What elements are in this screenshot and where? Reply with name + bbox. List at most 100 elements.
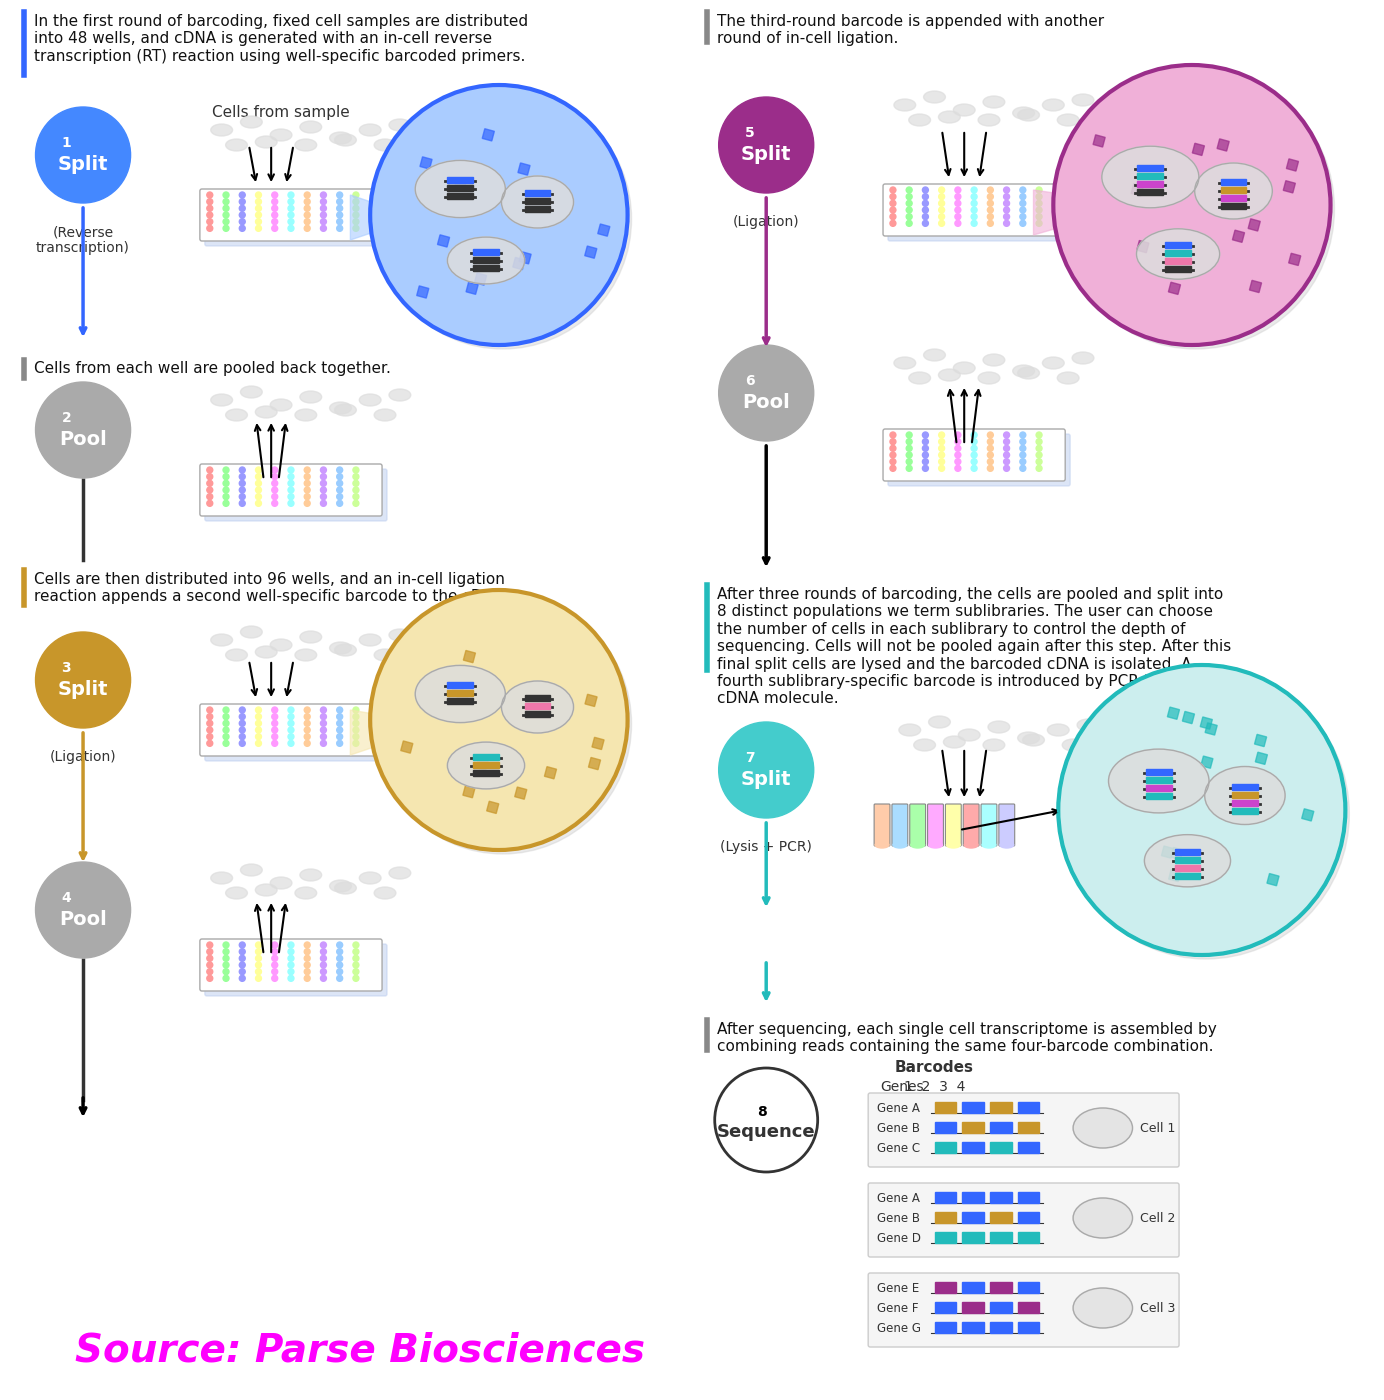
Circle shape [239,494,245,500]
Ellipse shape [226,409,248,421]
Ellipse shape [389,119,411,132]
Circle shape [336,721,343,727]
Circle shape [938,459,945,465]
Bar [1283,181,1295,193]
Bar [1248,218,1261,231]
Ellipse shape [270,876,292,889]
Circle shape [239,218,245,224]
Ellipse shape [226,650,248,661]
Bar [525,197,551,204]
Circle shape [1020,459,1026,465]
Circle shape [304,487,310,493]
Circle shape [336,962,343,967]
Ellipse shape [1013,365,1034,377]
Bar [962,1232,984,1243]
Circle shape [304,741,310,746]
Text: (Ligation): (Ligation) [50,750,116,764]
Bar [525,190,551,196]
Circle shape [223,942,228,948]
Ellipse shape [360,872,381,883]
Circle shape [955,445,960,451]
Circle shape [256,942,262,948]
Circle shape [239,942,245,948]
Bar [1017,1121,1039,1133]
Ellipse shape [255,645,277,658]
Circle shape [304,942,310,948]
Circle shape [223,976,228,981]
Ellipse shape [210,125,233,136]
Circle shape [1037,438,1042,445]
Circle shape [304,500,310,507]
Circle shape [223,192,228,197]
Circle shape [321,206,327,211]
Circle shape [1053,64,1330,344]
Bar [447,682,473,687]
Circle shape [288,473,293,480]
Circle shape [271,199,278,204]
Circle shape [353,473,358,480]
Circle shape [223,206,228,211]
Circle shape [271,976,278,981]
Circle shape [206,976,213,981]
Circle shape [239,741,245,746]
Circle shape [304,192,310,197]
Circle shape [907,438,912,445]
Text: Gene G: Gene G [877,1322,922,1334]
Bar [1250,280,1262,293]
Ellipse shape [944,736,965,748]
Ellipse shape [360,125,381,136]
Circle shape [1003,459,1009,465]
Circle shape [321,225,327,231]
Circle shape [1020,445,1026,451]
Circle shape [206,494,213,500]
Ellipse shape [360,393,381,406]
Circle shape [370,85,627,344]
Bar [1289,253,1301,266]
Bar [990,1142,1012,1154]
Circle shape [288,494,293,500]
Bar [544,767,556,778]
Circle shape [304,211,310,218]
Circle shape [206,741,213,746]
Circle shape [321,480,327,486]
Circle shape [288,969,293,974]
Ellipse shape [1042,99,1064,111]
Bar [401,741,412,753]
Text: Split: Split [58,680,108,699]
Circle shape [271,487,278,493]
Ellipse shape [938,370,960,381]
Ellipse shape [978,372,999,384]
Circle shape [206,734,213,739]
Ellipse shape [1048,724,1070,736]
Ellipse shape [898,724,920,736]
Circle shape [223,707,228,713]
Circle shape [890,214,895,220]
Circle shape [972,193,977,200]
Text: 2: 2 [61,412,72,426]
Circle shape [321,955,327,962]
Circle shape [1020,214,1026,220]
Bar [1017,1102,1039,1113]
Bar [515,787,527,799]
Bar [1161,846,1174,858]
Circle shape [907,200,912,206]
FancyBboxPatch shape [891,804,908,846]
Circle shape [256,218,262,224]
Bar [464,651,476,662]
Bar [473,770,498,776]
Circle shape [256,741,262,746]
Circle shape [987,188,994,193]
Circle shape [206,707,213,713]
Circle shape [972,445,977,451]
Ellipse shape [389,389,411,400]
Ellipse shape [1109,749,1210,813]
Circle shape [353,962,358,967]
Circle shape [288,199,293,204]
Bar [473,762,498,767]
Circle shape [1003,445,1009,451]
Circle shape [353,942,358,948]
Circle shape [987,433,994,438]
Ellipse shape [923,91,945,104]
Circle shape [304,473,310,480]
Circle shape [353,721,358,727]
